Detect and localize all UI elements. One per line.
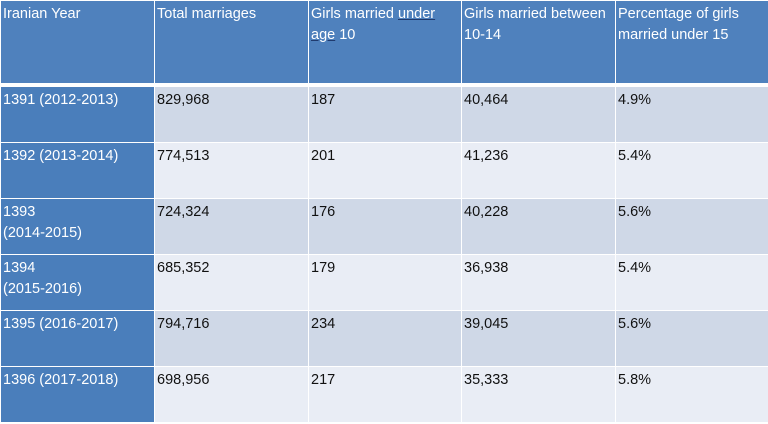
cell-under-10: 176 bbox=[308, 198, 462, 255]
cell-year: 1392 (2013-2014) bbox=[0, 142, 155, 199]
year-text: 1391 (2012-2013) bbox=[3, 92, 119, 108]
table-row: 1396 (2017-2018) 698,956 217 35,333 5.8% bbox=[0, 366, 768, 423]
cell-percentage: 4.9% bbox=[615, 84, 768, 143]
table-row: 1395 (2016-2017) 794,716 234 39,045 5.6% bbox=[0, 310, 768, 367]
header-under-10: Girls married under age 10 bbox=[308, 0, 462, 86]
cell-between-10-14: 40,228 bbox=[461, 198, 616, 255]
cell-between-10-14: 35,333 bbox=[461, 366, 616, 423]
cell-year: 1391 (2012-2013) bbox=[0, 84, 155, 143]
cell-under-10: 217 bbox=[308, 366, 462, 423]
year-text: 1396 (2017-2018) bbox=[3, 372, 119, 388]
year-text: 1393 bbox=[3, 204, 36, 220]
header-total-marriages: Total marriages bbox=[154, 0, 309, 86]
cell-between-10-14: 41,236 bbox=[461, 142, 616, 199]
cell-between-10-14: 40,464 bbox=[461, 84, 616, 143]
header-between-10-14: Girls married between 10-14 bbox=[461, 0, 616, 86]
header-percentage: Percentage of girls married under 15 bbox=[615, 0, 768, 86]
cell-year: 1394 (2015-2016) bbox=[0, 254, 155, 311]
table-row: 1392 (2013-2014) 774,513 201 41,236 5.4% bbox=[0, 142, 768, 199]
year-range-text: (2015-2016) bbox=[3, 281, 82, 297]
cell-total-marriages: 774,513 bbox=[154, 142, 309, 199]
cell-percentage: 5.4% bbox=[615, 142, 768, 199]
cell-percentage: 5.4% bbox=[615, 254, 768, 311]
cell-under-10: 187 bbox=[308, 84, 462, 143]
table-row: 1394 (2015-2016) 685,352 179 36,938 5.4% bbox=[0, 254, 768, 311]
header-text: Girls married bbox=[311, 6, 399, 22]
year-text: 1392 (2013-2014) bbox=[3, 148, 119, 164]
cell-under-10: 201 bbox=[308, 142, 462, 199]
cell-year: 1396 (2017-2018) bbox=[0, 366, 155, 423]
table-row: 1391 (2012-2013) 829,968 187 40,464 4.9% bbox=[0, 84, 768, 143]
header-text-underlined: age bbox=[311, 27, 336, 43]
cell-between-10-14: 36,938 bbox=[461, 254, 616, 311]
cell-percentage: 5.6% bbox=[615, 198, 768, 255]
cell-total-marriages: 698,956 bbox=[154, 366, 309, 423]
cell-year: 1395 (2016-2017) bbox=[0, 310, 155, 367]
cell-between-10-14: 39,045 bbox=[461, 310, 616, 367]
cell-year: 1393 (2014-2015) bbox=[0, 198, 155, 255]
year-text: 1394 bbox=[3, 260, 36, 276]
cell-total-marriages: 685,352 bbox=[154, 254, 309, 311]
header-row: Iranian Year Total marriages Girls marri… bbox=[0, 0, 768, 86]
year-text: 1395 (2016-2017) bbox=[3, 316, 119, 332]
cell-total-marriages: 724,324 bbox=[154, 198, 309, 255]
cell-percentage: 5.8% bbox=[615, 366, 768, 423]
header-text: 10 bbox=[335, 27, 356, 43]
cell-total-marriages: 794,716 bbox=[154, 310, 309, 367]
header-iranian-year: Iranian Year bbox=[0, 0, 155, 86]
year-range-text: (2014-2015) bbox=[3, 225, 82, 241]
cell-percentage: 5.6% bbox=[615, 310, 768, 367]
cell-under-10: 234 bbox=[308, 310, 462, 367]
cell-under-10: 179 bbox=[308, 254, 462, 311]
cell-total-marriages: 829,968 bbox=[154, 84, 309, 143]
header-text-underlined: under bbox=[398, 6, 436, 22]
table-row: 1393 (2014-2015) 724,324 176 40,228 5.6% bbox=[0, 198, 768, 255]
